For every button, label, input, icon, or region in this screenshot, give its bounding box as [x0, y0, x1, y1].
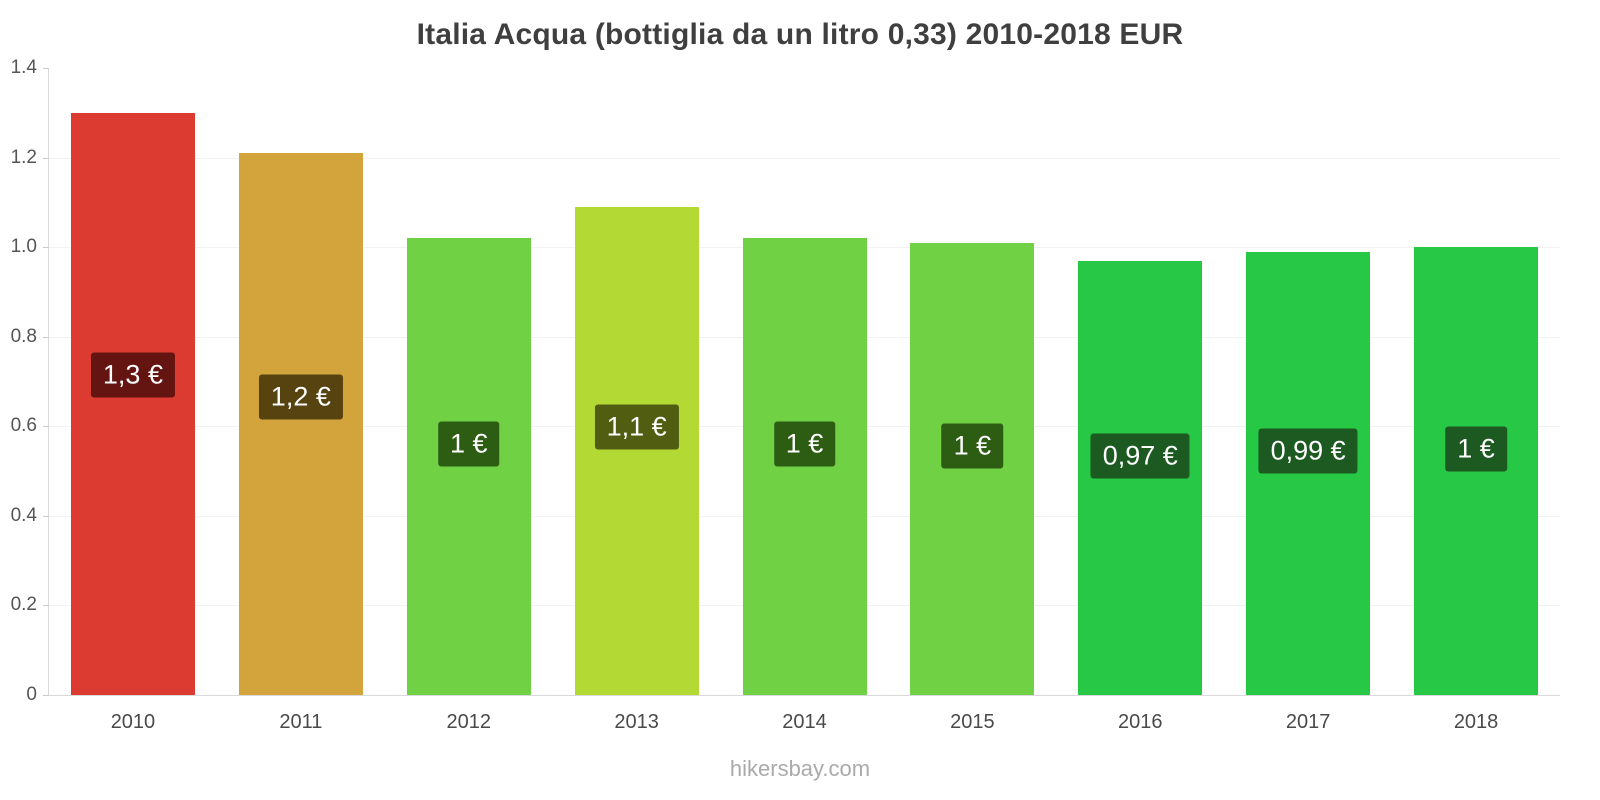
- y-axis-label: 1.2: [10, 146, 37, 168]
- y-axis-tick: [43, 336, 49, 338]
- x-axis-label: 2017: [1285, 711, 1331, 733]
- bar-value-label: 0,99 €: [1258, 428, 1358, 474]
- x-axis-label: 2011: [279, 711, 323, 733]
- bar-value-label: 1,1 €: [594, 404, 679, 450]
- y-axis-label: 0: [26, 684, 37, 705]
- y-axis-label: 0.6: [10, 415, 37, 437]
- bar-2016[interactable]: 0,97 €: [1078, 260, 1203, 695]
- y-axis-tick: [43, 157, 49, 159]
- bar-value-label: 1 €: [1445, 426, 1507, 472]
- bar-slot-2014: 1 € 2014: [721, 68, 889, 733]
- y-axis-tick: [43, 695, 49, 696]
- bar-value-label: 1,2 €: [258, 374, 343, 420]
- y-axis-tick: [43, 68, 49, 69]
- bar-2014[interactable]: 1 €: [742, 238, 867, 695]
- bar-2013[interactable]: 1,1 €: [574, 206, 699, 695]
- bar-2011[interactable]: 1,2 €: [238, 153, 363, 695]
- bar-value-label: 1,3 €: [90, 352, 175, 398]
- y-axis-tick: [43, 426, 49, 428]
- bar-2015[interactable]: 1 €: [910, 242, 1035, 695]
- x-axis-label: 2010: [110, 711, 156, 733]
- bar-value-label: 0,97 €: [1090, 433, 1190, 479]
- y-axis-label: 1.4: [10, 57, 37, 78]
- bar-slot-2011: 1,2 € 2011: [217, 68, 385, 733]
- bar-value-label: 1 €: [437, 421, 500, 467]
- bar-slot-2013: 1,1 € 2013: [553, 68, 721, 733]
- bar-slots: 1,3 € 2010 1,2 € 2011 1 € 2012 1,1 € 2013 1 € 201…: [49, 68, 1560, 733]
- x-axis-label: 2014: [782, 711, 827, 733]
- y-axis-tick: [43, 515, 49, 517]
- bar-2012[interactable]: 1 €: [406, 238, 531, 695]
- y-axis-label: 1.0: [10, 236, 37, 258]
- bar-slot-2012: 1 € 2012: [385, 68, 553, 733]
- y-axis-label: 0.4: [10, 504, 37, 526]
- bar-slot-2016: 0,97 € 2016: [1056, 68, 1224, 733]
- x-axis-label: 2018: [1453, 711, 1499, 733]
- bar-slot-2010: 1,3 € 2010: [49, 68, 217, 733]
- bar-value-label: 1 €: [773, 421, 836, 467]
- x-axis-label: 2016: [1118, 711, 1163, 733]
- plot-area: 1.4 1.2 1.0 0.8 0.6 0.4 0.2 0 1,3 € 2010 1,2 € 2011…: [11, 57, 1560, 733]
- y-axis-tick: [43, 605, 49, 607]
- bar-value-label: 1 €: [941, 423, 1004, 469]
- bar-2018[interactable]: 1 €: [1414, 247, 1539, 695]
- gridline: [49, 157, 1560, 159]
- x-axis-label: 2015: [950, 711, 995, 733]
- y-axis-tick: [43, 247, 49, 249]
- chart-title: Italia Acqua (bottiglia da un litro 0,33…: [416, 18, 1184, 51]
- bar-slot-2017: 0,99 € 2017: [1224, 68, 1392, 733]
- footer-watermark: hikersbay.com: [729, 756, 871, 781]
- y-axis-label: 0.2: [10, 594, 37, 616]
- x-axis-label: 2012: [446, 711, 491, 733]
- y-axis-label: 0.8: [10, 325, 37, 347]
- x-axis-label: 2013: [614, 711, 659, 733]
- bar-slot-2018: 1 € 2018: [1392, 68, 1560, 733]
- bar-2017[interactable]: 0,99 €: [1246, 251, 1371, 695]
- bar-2010[interactable]: 1,3 €: [70, 112, 195, 695]
- bar-slot-2015: 1 € 2015: [888, 68, 1056, 733]
